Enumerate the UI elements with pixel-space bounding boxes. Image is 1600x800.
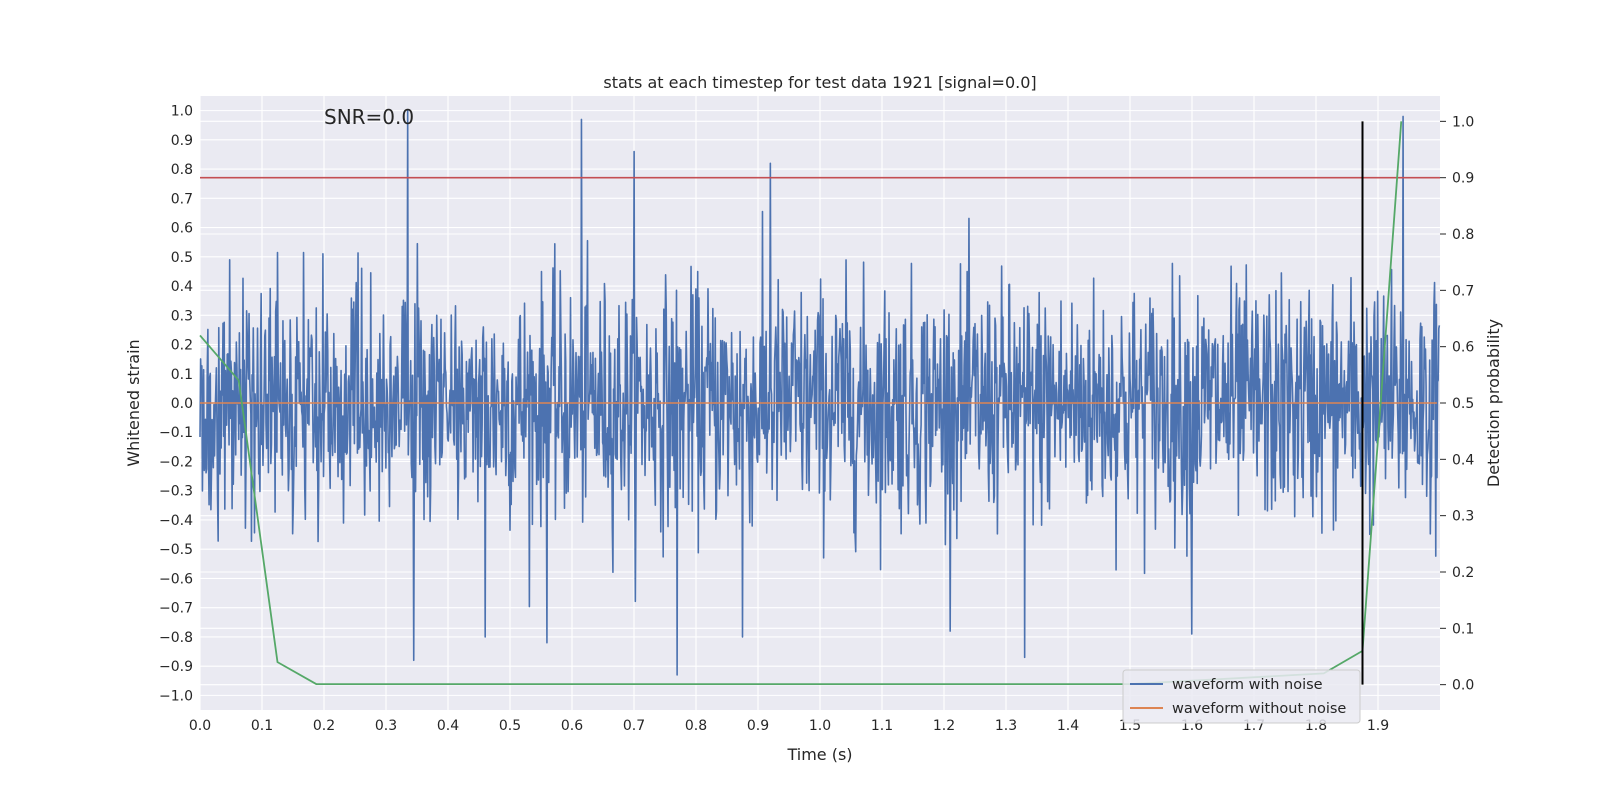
y2-tick-label: 0.7: [1452, 283, 1474, 299]
y2-tick-label: 0.0: [1452, 678, 1474, 694]
x-tick-label: 1.3: [995, 718, 1017, 734]
y-tick-label: 1.0: [171, 104, 193, 120]
legend-label-clean: waveform without noise: [1172, 701, 1346, 717]
y2-tick-label: 0.5: [1452, 396, 1474, 412]
x-tick-label: 0.8: [685, 718, 707, 734]
x-tick-label: 1.9: [1367, 718, 1389, 734]
series-waveform-with-noise: [199, 109, 1441, 676]
y2-tick-label: 0.3: [1452, 509, 1474, 525]
y-axis-left: 1.0 0.9 0.8 0.7 0.6 0.5 0.4 0.3 0.2 0.1 0.0 −0.1 −0.…: [159, 104, 193, 705]
y-tick-label: 0.4: [171, 279, 193, 295]
chart-title: stats at each timestep for test data 192…: [603, 73, 1036, 92]
y-tick-label: 0.3: [171, 308, 193, 324]
x-tick-label: 0.9: [747, 718, 769, 734]
y2-tick-label: 0.6: [1452, 340, 1474, 356]
y2-axis-label: Detection probability: [1484, 319, 1503, 487]
x-tick-label: 0.1: [251, 718, 273, 734]
x-tick-label: 1.2: [933, 718, 955, 734]
x-tick-label: 0.2: [313, 718, 335, 734]
y2-tick-label: 0.4: [1452, 452, 1474, 468]
y-axis-right: 1.0 0.9 0.8 0.7 0.6 0.5 0.4 0.3 0.2 0.1 0.0: [1440, 114, 1474, 694]
x-tick-label: 0.7: [623, 718, 645, 734]
y2-tick-label: 1.0: [1452, 114, 1474, 130]
legend: waveform with noise waveform without noi…: [1122, 669, 1361, 724]
x-tick-label: 0.6: [561, 718, 583, 734]
x-axis-label: Time (s): [786, 745, 852, 764]
legend-box: [1122, 669, 1361, 724]
x-tick-label: 0.4: [437, 718, 459, 734]
y2-tick-label: 0.8: [1452, 227, 1474, 243]
y-tick-label: 0.6: [171, 221, 193, 237]
y-tick-label: 0.8: [171, 162, 193, 178]
y-tick-label: −0.5: [159, 542, 193, 558]
y-tick-label: −0.3: [159, 484, 193, 500]
y-tick-label: −1.0: [159, 688, 193, 704]
x-tick-label: 0.5: [499, 718, 521, 734]
y-tick-label: 0.2: [171, 338, 193, 354]
y-tick-label: 0.7: [171, 191, 193, 207]
y-tick-label: −0.8: [159, 630, 193, 646]
y-tick-label: −0.2: [159, 454, 193, 470]
y-tick-label: 0.9: [171, 133, 193, 149]
snr-annotation: SNR=0.0: [324, 105, 414, 129]
legend-label-noise: waveform with noise: [1172, 677, 1323, 693]
y2-tick-label: 0.9: [1452, 171, 1474, 187]
y2-tick-label: 0.1: [1452, 621, 1474, 637]
x-tick-label: 0.3: [375, 718, 397, 734]
x-tick-label: 1.4: [1057, 718, 1079, 734]
y-axis-label: Whitened strain: [124, 339, 143, 466]
y-tick-label: 0.5: [171, 250, 193, 266]
y-tick-label: −0.7: [159, 601, 193, 617]
x-tick-label: 1.0: [809, 718, 831, 734]
y-tick-label: 0.1: [171, 367, 193, 383]
y-tick-label: 0.0: [171, 396, 193, 412]
y-tick-label: −0.1: [159, 425, 193, 441]
y-tick-label: −0.9: [159, 659, 193, 675]
x-tick-label: 0.0: [189, 718, 211, 734]
y-tick-label: −0.6: [159, 571, 193, 587]
x-tick-label: 1.1: [871, 718, 893, 734]
y-tick-label: −0.4: [159, 513, 193, 529]
y2-tick-label: 0.2: [1452, 565, 1474, 581]
